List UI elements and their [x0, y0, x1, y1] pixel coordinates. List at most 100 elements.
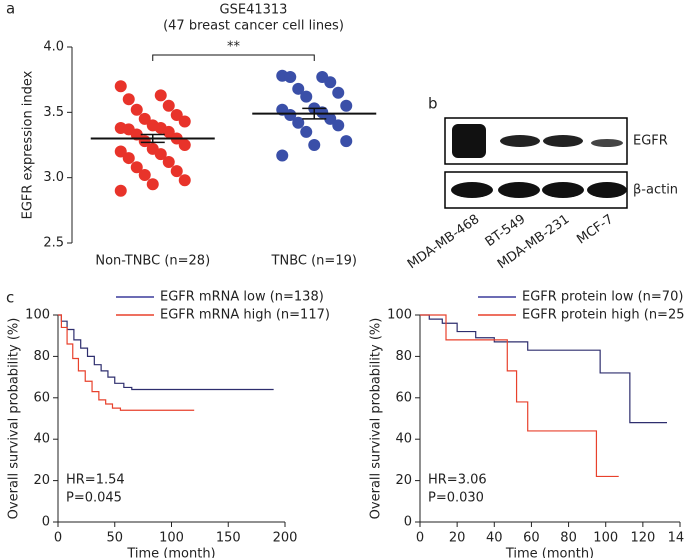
y-tick-label: 0	[42, 515, 50, 530]
y-tick-label: 40	[395, 432, 412, 447]
dot	[122, 152, 135, 165]
survival-curve	[58, 314, 195, 411]
panel-label: c	[6, 289, 14, 307]
annotation: HR=3.06	[428, 473, 487, 488]
band	[500, 135, 540, 147]
dot	[170, 165, 183, 178]
y-tick-label: 0	[404, 515, 412, 530]
band	[498, 182, 540, 198]
survival-curve	[58, 314, 274, 391]
x-axis-label: Time (month)	[505, 547, 594, 558]
band	[543, 135, 583, 147]
significance-bracket	[152, 54, 315, 61]
blot-row-label: EGFR	[633, 134, 668, 149]
y-tick-label: 80	[395, 349, 412, 364]
dot	[114, 145, 127, 158]
dot	[114, 80, 127, 93]
x-tick-label: 0	[416, 531, 424, 546]
survival-curve	[420, 314, 619, 478]
dot	[300, 90, 313, 103]
dot	[114, 184, 127, 197]
dot	[340, 135, 353, 148]
x-tick-label: 50	[106, 531, 123, 546]
dot	[324, 76, 337, 89]
x-tick-label: Non-TNBC (n=28)	[95, 254, 210, 269]
dot	[130, 103, 143, 116]
panel-label: b	[428, 95, 438, 113]
dot	[154, 148, 167, 161]
band	[587, 182, 627, 198]
band	[452, 124, 486, 158]
x-tick-label: 200	[273, 531, 298, 546]
y-tick-label: 2.5	[43, 236, 64, 251]
dot	[154, 89, 167, 102]
x-tick-label: 140	[668, 531, 685, 546]
x-tick-label: TNBC (n=19)	[271, 254, 357, 269]
dot	[308, 139, 321, 151]
annotation: P=0.045	[66, 491, 122, 506]
y-tick-label: 60	[395, 390, 412, 405]
y-tick-label: 20	[395, 473, 412, 488]
band	[591, 139, 623, 147]
dot	[332, 86, 345, 99]
dot	[300, 125, 313, 138]
y-tick-label: 100	[25, 308, 50, 323]
y-tick-label: 3.0	[43, 170, 64, 185]
y-tick-label: 20	[33, 473, 50, 488]
y-tick-label: 100	[387, 308, 412, 323]
dot	[178, 174, 191, 187]
band	[451, 182, 493, 198]
dot	[292, 116, 305, 129]
dot	[340, 99, 353, 112]
dot	[138, 169, 151, 182]
legend-label: EGFR mRNA high (n=117)	[160, 308, 330, 323]
significance: **	[227, 40, 241, 55]
dot	[162, 155, 175, 168]
y-tick-label: 80	[33, 349, 50, 364]
western-blot: EGFR β-actin MDA-MB-468 BT-549 MDA-MB-23…	[405, 117, 678, 272]
x-axis-label: Time (month)	[126, 547, 215, 558]
dot	[332, 119, 345, 132]
blot-row-label: β-actin	[633, 183, 678, 198]
dot	[324, 112, 337, 125]
y-axis-label: EGFR expression index	[21, 70, 36, 219]
dot	[130, 161, 143, 174]
y-axis-label: Overall survival probability (%)	[369, 318, 384, 520]
x-tick-label: 20	[449, 531, 466, 546]
dot	[316, 106, 329, 119]
chart-title: GSE41313	[220, 3, 288, 18]
y-tick-label: 3.5	[43, 105, 64, 120]
dot	[162, 125, 175, 138]
annotation: P=0.030	[428, 491, 484, 506]
x-tick-label: 100	[593, 531, 618, 546]
dot	[170, 108, 183, 121]
x-tick-label: 0	[54, 531, 62, 546]
x-tick-label: 40	[486, 531, 503, 546]
legend-label: EGFR protein low (n=70)	[522, 290, 683, 305]
lane-label: MCF-7	[574, 212, 616, 248]
y-tick-label: 4.0	[43, 40, 64, 55]
dot	[178, 115, 191, 128]
annotation: HR=1.54	[66, 473, 125, 488]
legend-label: EGFR protein high (n=25)	[522, 308, 685, 323]
band	[542, 182, 584, 198]
dot	[178, 139, 191, 151]
y-tick-label: 40	[33, 432, 50, 447]
dot	[122, 93, 135, 106]
dot	[284, 71, 297, 84]
dot	[162, 99, 175, 112]
dot	[284, 108, 297, 121]
x-tick-label: 80	[560, 531, 577, 546]
y-axis-label: Overall survival probability (%)	[7, 318, 22, 520]
y-tick-label: 60	[33, 390, 50, 405]
dot	[292, 82, 305, 95]
x-tick-label: 150	[216, 531, 241, 546]
x-tick-label: 100	[159, 531, 184, 546]
chart-subtitle: (47 breast cancer cell lines)	[163, 19, 344, 34]
lane-label: MDA-MB-468	[405, 212, 482, 272]
survival-curve	[420, 314, 667, 424]
dot	[138, 112, 151, 125]
panel-label: a	[6, 0, 15, 18]
x-tick-label: 120	[630, 531, 655, 546]
